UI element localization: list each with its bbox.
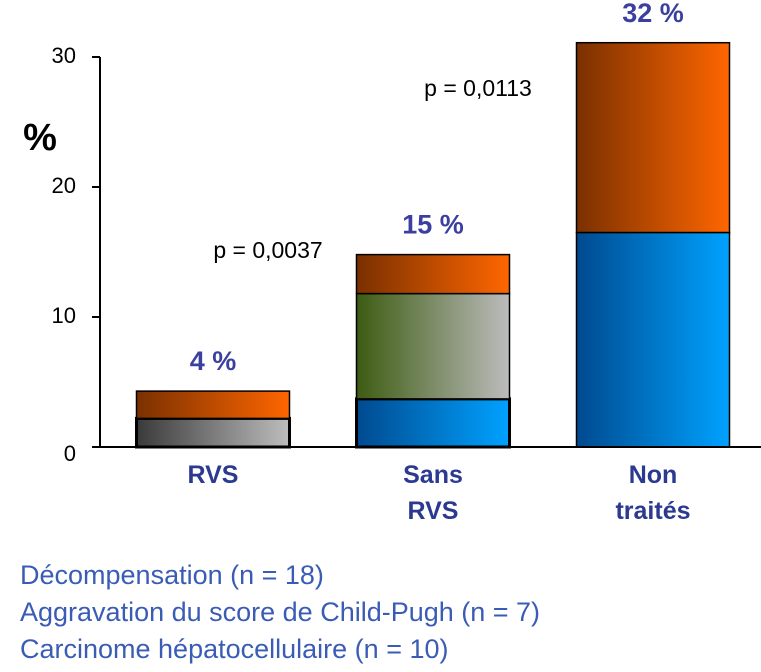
note-line: Aggravation du score de Child-Pugh (n = … [20,597,541,627]
bar-segment [135,416,291,449]
y-axis-label: % [23,117,57,159]
y-tick-label: 30 [52,43,76,68]
note-line: Carcinome hépatocellulaire (n = 10) [20,634,449,664]
annotation: p = 0,0113 [424,75,532,101]
x-tick-label: RVS [187,461,239,489]
bar-segment [135,390,291,420]
y-tick-label: 0 [64,441,76,466]
total-label: 32 % [622,0,684,28]
bar-segment [355,292,511,400]
y-tick-label: 10 [52,303,76,328]
bar-segment [575,231,731,448]
bar-segment [355,397,511,449]
total-label: 15 % [402,210,464,240]
total-label: 4 % [190,346,237,376]
bar-segment [355,253,511,295]
x-tick-label: Non traités [615,461,691,525]
annotation: p = 0,0037 [213,237,322,263]
bar-segment [575,41,731,234]
y-tick-label: 20 [52,173,76,198]
x-tick-label: Sans RVS [403,461,463,525]
note-line: Décompensation (n = 18) [20,560,324,590]
chart: % 0 10 20 30 4 % 15 % 32 % p = 0,0037 p = 0,0113 [23,0,761,466]
